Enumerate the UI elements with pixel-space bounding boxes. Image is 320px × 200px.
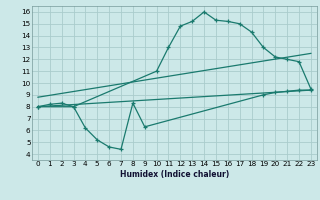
X-axis label: Humidex (Indice chaleur): Humidex (Indice chaleur) — [120, 170, 229, 179]
